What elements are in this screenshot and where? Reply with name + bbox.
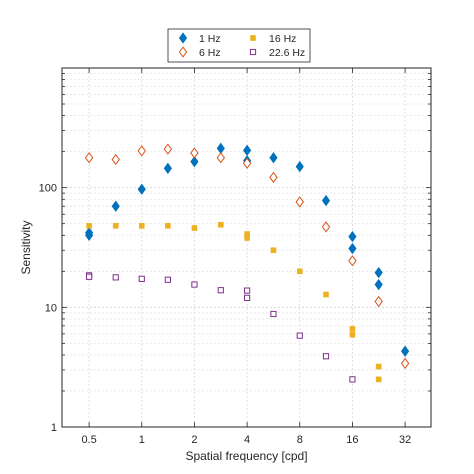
y-axis-label: Sensitivity bbox=[19, 220, 33, 274]
data-point bbox=[112, 274, 119, 281]
y-tick-label: 1 bbox=[51, 422, 57, 434]
data-point bbox=[375, 376, 382, 383]
y-tick-label: 100 bbox=[39, 183, 57, 195]
x-tick-label: 2 bbox=[191, 434, 197, 446]
data-point bbox=[348, 230, 357, 243]
data-point bbox=[164, 276, 171, 283]
data-point bbox=[296, 332, 303, 339]
data-point bbox=[269, 152, 278, 164]
legend-label: 6 Hz bbox=[199, 47, 221, 59]
plot-area bbox=[61, 67, 432, 428]
data-point bbox=[321, 194, 331, 207]
data-point bbox=[84, 152, 94, 164]
legend-item: 16 Hz bbox=[250, 33, 296, 45]
data-point bbox=[190, 147, 199, 159]
data-point bbox=[165, 223, 171, 229]
x-tick-label: 32 bbox=[399, 434, 411, 446]
data-point bbox=[269, 171, 278, 183]
series-1 bbox=[84, 143, 410, 370]
data-point bbox=[374, 266, 383, 279]
data-point bbox=[323, 291, 329, 298]
data-point bbox=[349, 326, 356, 332]
data-point bbox=[86, 273, 93, 280]
x-tick-label: 16 bbox=[346, 434, 358, 446]
data-point bbox=[400, 357, 410, 370]
data-point bbox=[137, 145, 146, 157]
series-3 bbox=[86, 272, 356, 383]
data-point bbox=[138, 223, 145, 229]
data-point bbox=[295, 196, 304, 208]
data-point bbox=[242, 157, 252, 169]
legend-label: 16 Hz bbox=[269, 33, 296, 45]
data-point bbox=[217, 287, 224, 294]
data-point bbox=[244, 235, 250, 241]
data-point bbox=[349, 331, 356, 338]
legend-label: 1 Hz bbox=[199, 33, 221, 45]
data-point bbox=[374, 295, 383, 308]
data-point bbox=[375, 363, 382, 370]
data-point bbox=[218, 221, 224, 228]
data-point bbox=[322, 353, 330, 360]
data-point bbox=[111, 153, 120, 166]
tick-labels: 0.5 1 2 4 8 16 32 1 10 100 bbox=[39, 183, 412, 446]
y-tick-label: 10 bbox=[45, 302, 57, 314]
data-point bbox=[191, 281, 198, 288]
grid bbox=[62, 68, 431, 427]
plot-frame bbox=[61, 67, 432, 428]
data-point bbox=[163, 143, 173, 155]
legend-item: 6 Hz bbox=[178, 46, 221, 59]
legend-marker bbox=[178, 32, 188, 44]
data-point bbox=[270, 310, 277, 318]
data-point bbox=[295, 160, 304, 173]
data-point bbox=[348, 242, 357, 255]
data-point bbox=[349, 376, 356, 383]
legend-item: 22.6 Hz bbox=[249, 47, 305, 59]
plot-background bbox=[62, 68, 431, 427]
legend: 1 Hz 16 Hz 6 Hz 22.6 Hz bbox=[167, 28, 311, 63]
data-point bbox=[296, 268, 303, 275]
legend-marker bbox=[178, 46, 188, 58]
data-point bbox=[243, 287, 251, 294]
data-point bbox=[111, 200, 120, 212]
legend-marker bbox=[249, 48, 257, 56]
data-point bbox=[191, 225, 198, 231]
legend-marker bbox=[250, 35, 256, 41]
x-tick-label: 4 bbox=[244, 434, 250, 446]
data-point bbox=[321, 221, 331, 233]
x-tick-label: 0.5 bbox=[81, 434, 96, 446]
x-tick-label: 8 bbox=[297, 434, 303, 446]
data-point bbox=[374, 278, 383, 291]
data-point bbox=[85, 227, 94, 239]
data-point bbox=[112, 223, 119, 229]
data-point bbox=[401, 345, 410, 357]
data-point bbox=[138, 275, 145, 282]
data-point bbox=[163, 162, 172, 175]
series-2 bbox=[86, 221, 382, 383]
data-points bbox=[84, 142, 410, 383]
data-point bbox=[348, 255, 357, 267]
legend-item: 1 Hz bbox=[178, 32, 221, 45]
data-point bbox=[86, 223, 92, 229]
data-point bbox=[190, 155, 199, 168]
legend-box bbox=[167, 28, 311, 63]
data-point bbox=[243, 294, 251, 301]
data-point bbox=[270, 247, 277, 254]
data-point bbox=[137, 183, 146, 195]
x-tick-label: 1 bbox=[139, 434, 145, 446]
x-axis-label: Spatial frequency [cpd] bbox=[185, 449, 307, 463]
legend-label: 22.6 Hz bbox=[269, 47, 305, 59]
data-point bbox=[216, 152, 226, 164]
